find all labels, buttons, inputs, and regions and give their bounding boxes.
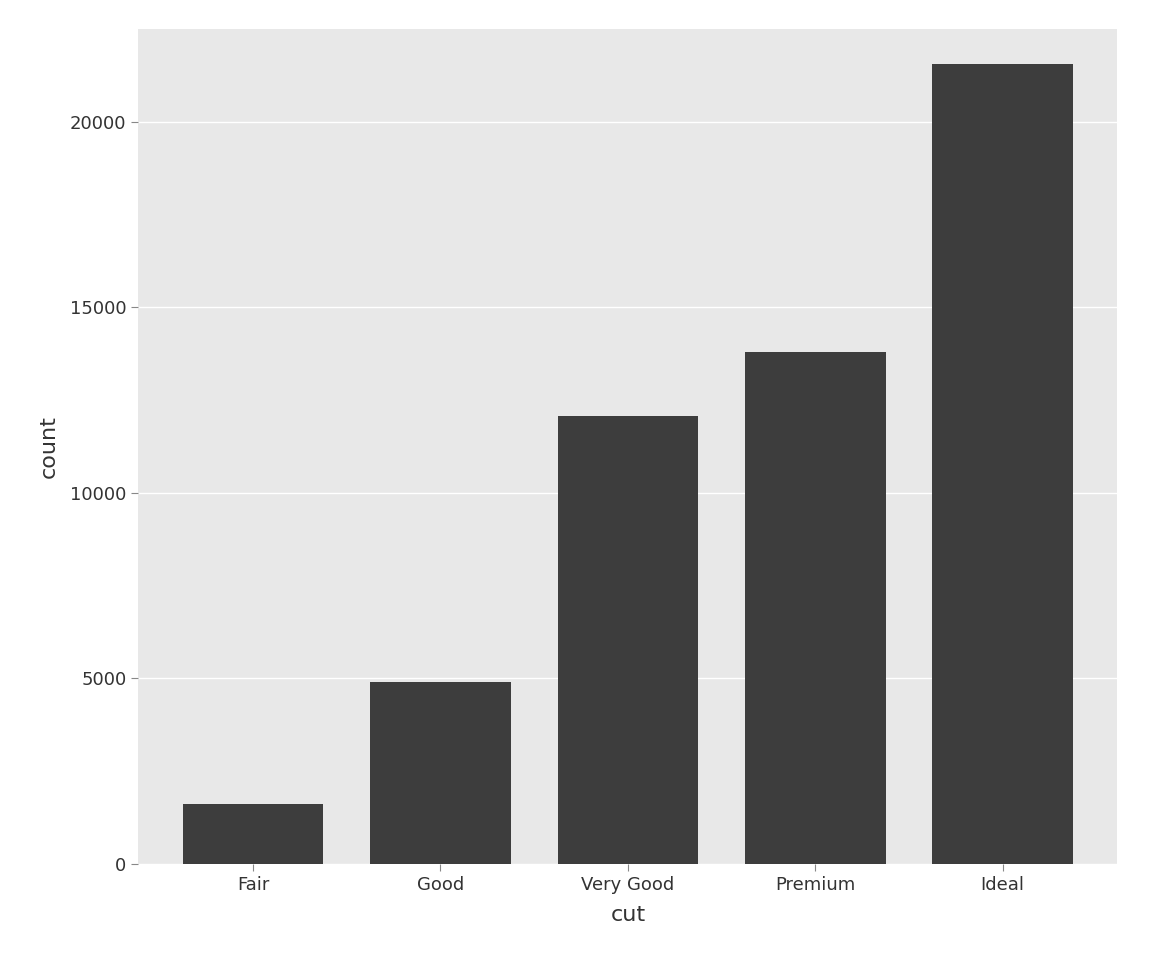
Bar: [183, 804, 324, 864]
Bar: [745, 352, 886, 864]
Bar: [932, 64, 1073, 864]
Y-axis label: count: count: [39, 415, 59, 478]
X-axis label: cut: cut: [611, 905, 645, 924]
Bar: [558, 416, 698, 864]
Bar: [370, 682, 510, 864]
